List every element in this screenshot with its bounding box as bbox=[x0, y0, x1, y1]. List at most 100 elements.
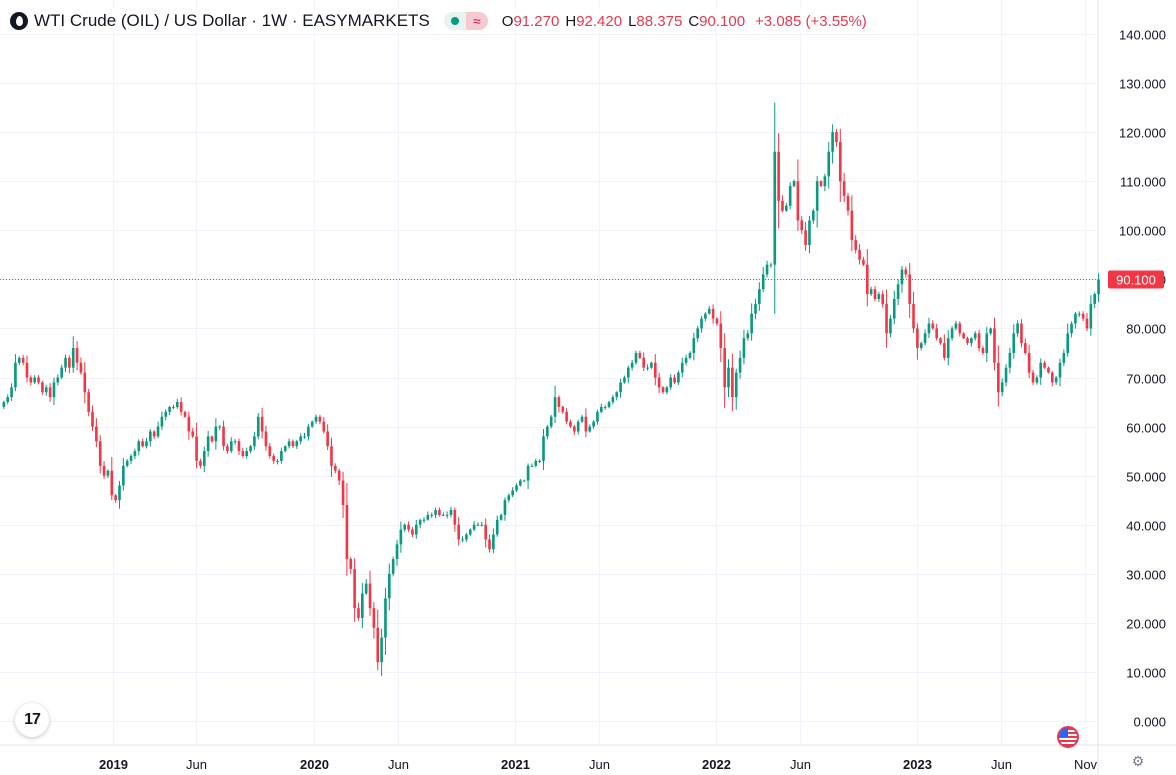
candle-body bbox=[792, 181, 796, 187]
candle-body bbox=[985, 333, 989, 353]
candle bbox=[788, 182, 792, 210]
candle-body bbox=[6, 397, 10, 403]
last-price-label-group: 90.100 bbox=[1108, 270, 1164, 289]
candle bbox=[734, 368, 738, 410]
candle-body bbox=[1074, 313, 1077, 324]
candle bbox=[41, 380, 44, 395]
candle-body bbox=[41, 382, 44, 393]
candle bbox=[98, 435, 102, 474]
candle bbox=[896, 279, 900, 306]
candle-body bbox=[10, 387, 13, 398]
candle bbox=[1035, 375, 1039, 385]
y-tick-label: 140.000 bbox=[1119, 28, 1166, 43]
candle-body bbox=[977, 333, 981, 349]
gear-icon[interactable]: ⚙ bbox=[1131, 753, 1145, 769]
symbol-title[interactable]: WTI Crude (OIL) / US Dollar · 1W · EASYM… bbox=[34, 11, 430, 30]
candle bbox=[1050, 370, 1054, 387]
candle bbox=[318, 414, 322, 425]
candle-body bbox=[700, 318, 703, 329]
candle bbox=[684, 354, 688, 366]
candle bbox=[341, 471, 345, 519]
candle-body bbox=[1020, 323, 1023, 344]
candle-body bbox=[430, 514, 434, 516]
candle-body bbox=[800, 220, 804, 231]
candle bbox=[546, 424, 549, 440]
candle bbox=[1070, 321, 1073, 338]
candle bbox=[283, 445, 287, 453]
candle-body bbox=[576, 421, 580, 432]
candle-body bbox=[538, 460, 541, 462]
candle bbox=[125, 459, 129, 468]
candle bbox=[2, 400, 6, 410]
candle-body bbox=[133, 451, 137, 457]
candle bbox=[696, 325, 699, 342]
y-tick-label: 40.000 bbox=[1126, 519, 1166, 534]
time-axis[interactable]: 2019 Jun 2020 Jun 2021 Jun 2022 Jun 2023 Jun Nov bbox=[99, 757, 1098, 772]
candle-body bbox=[819, 181, 823, 187]
price-axis[interactable]: 0.000 10.000 20.000 30.000 40.000 50.000 60.00… bbox=[1119, 28, 1166, 730]
candle bbox=[750, 303, 753, 341]
candle bbox=[21, 354, 25, 366]
candle bbox=[345, 482, 349, 576]
candle bbox=[569, 419, 572, 428]
candle-body bbox=[95, 426, 98, 442]
candle bbox=[172, 404, 175, 410]
candle-body bbox=[1047, 367, 1050, 373]
candle bbox=[1031, 369, 1035, 386]
candle bbox=[773, 102, 777, 314]
candle bbox=[580, 414, 584, 424]
candle-body bbox=[214, 426, 218, 442]
candle-body bbox=[222, 426, 225, 447]
candle bbox=[364, 579, 368, 596]
candle-body bbox=[21, 357, 25, 363]
candle-body bbox=[966, 338, 969, 344]
candle bbox=[102, 460, 106, 479]
candle bbox=[946, 330, 950, 366]
candle-body bbox=[642, 357, 646, 368]
candle-body bbox=[731, 367, 734, 398]
us-flag-icon[interactable] bbox=[1057, 726, 1079, 748]
candle bbox=[669, 374, 673, 390]
candle-body bbox=[330, 446, 333, 466]
candle-body bbox=[588, 426, 592, 432]
candle-body bbox=[137, 441, 141, 452]
candle-body bbox=[44, 387, 48, 393]
candle bbox=[823, 173, 827, 192]
candle bbox=[110, 456, 114, 501]
candle bbox=[931, 320, 935, 330]
candle bbox=[796, 159, 800, 231]
candle-body bbox=[958, 323, 962, 334]
candle bbox=[1093, 292, 1097, 309]
candle bbox=[1074, 312, 1077, 329]
candle-body bbox=[457, 524, 461, 540]
candle-body bbox=[561, 406, 565, 412]
tv-icon[interactable]: 17 bbox=[15, 703, 49, 737]
candle-body bbox=[122, 465, 125, 486]
candle bbox=[850, 195, 854, 252]
candle bbox=[129, 454, 133, 464]
x-tick-label: 2019 bbox=[99, 757, 128, 772]
candle-body bbox=[480, 524, 484, 526]
candle-body bbox=[272, 456, 275, 461]
candle-body bbox=[916, 328, 919, 349]
candle-body bbox=[303, 436, 306, 438]
candle bbox=[118, 480, 121, 509]
candle bbox=[187, 411, 191, 440]
candle-body bbox=[619, 382, 622, 393]
candle-body bbox=[438, 509, 441, 515]
candle-body bbox=[519, 480, 522, 486]
candle-body bbox=[781, 200, 784, 211]
candle bbox=[210, 435, 214, 443]
candle bbox=[484, 518, 487, 548]
candle-body bbox=[1008, 352, 1012, 368]
candle bbox=[237, 438, 241, 455]
candle bbox=[480, 521, 484, 527]
candle-body bbox=[750, 313, 753, 334]
candle bbox=[1097, 273, 1100, 303]
candle bbox=[634, 350, 638, 365]
candle-body bbox=[79, 362, 83, 373]
candle-body bbox=[692, 338, 696, 353]
status-pill[interactable]: ≈ bbox=[443, 12, 488, 30]
